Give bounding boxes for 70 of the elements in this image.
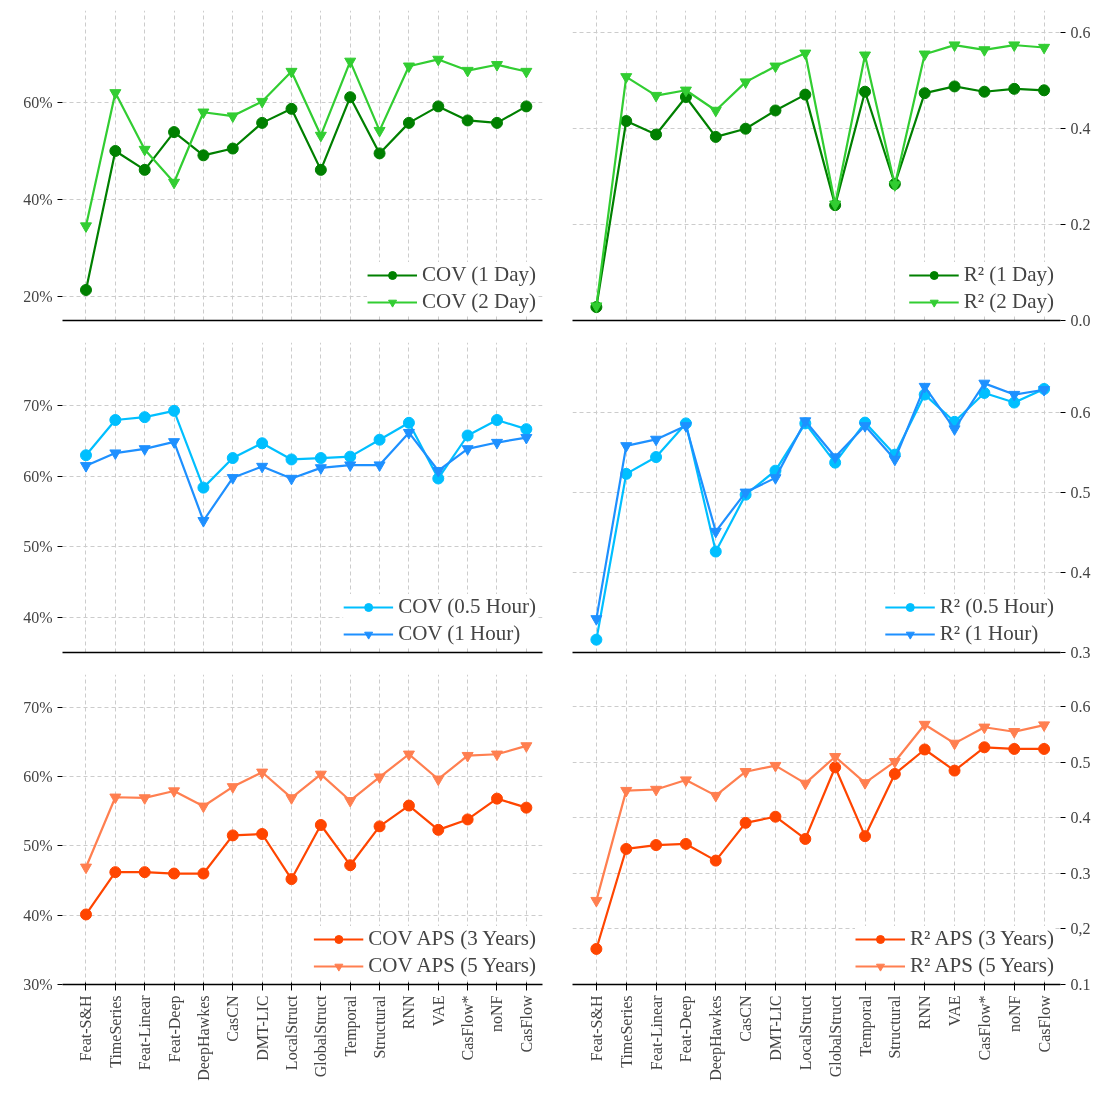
y-tick-label: 0.0 [1070, 312, 1091, 329]
x-tick-label: CasFlow [517, 995, 535, 1053]
legend-label: R² (1 Day) [963, 262, 1054, 287]
y-tick-label: 30% [23, 976, 53, 993]
x-tick-label: DeepHawkes [707, 995, 726, 1081]
legend-label: COV (2 Day) [422, 289, 536, 314]
x-tick-label: Feat-Linear [136, 994, 154, 1071]
x-tick-label: Temporal [341, 994, 360, 1057]
x-tick-label: noNF [488, 995, 506, 1032]
y-tick-label: 70% [23, 698, 53, 716]
y-tick-label: 0.4 [1070, 809, 1091, 827]
y-tick-label: 60% [23, 467, 53, 485]
y-tick-label: 0.5 [1070, 483, 1091, 501]
x-tick-label: VAE [946, 995, 964, 1027]
x-tick-label: Structural [371, 994, 389, 1059]
y-tick-label: 40% [23, 190, 53, 208]
y-tick-label: 60% [23, 767, 53, 785]
legend-label: COV (1 Hour) [398, 621, 521, 646]
x-tick-label: CasFlow* [459, 995, 477, 1061]
x-tick-label: LocalStruct [796, 994, 814, 1071]
y-tick-label: 40% [23, 608, 53, 626]
x-tick-label: CasFlow* [975, 995, 993, 1061]
x-tick-label: CasCN [737, 995, 755, 1042]
y-tick-label: 0.6 [1070, 23, 1091, 41]
x-tick-label: TimeSeries [106, 995, 124, 1068]
x-tick-label: RNN [400, 995, 418, 1030]
y-tick-label: 0.3 [1070, 864, 1091, 882]
x-tick-label: DeepHawkes [194, 995, 213, 1081]
legend-label: COV APS (3 Years) [368, 926, 536, 951]
y-tick-label: 0,2 [1070, 920, 1091, 938]
x-tick-label: LocalStruct [282, 994, 300, 1071]
x-tick-label: RNN [916, 995, 934, 1030]
x-tick-label: noNF [1005, 995, 1023, 1032]
y-tick-label: 0.4 [1070, 563, 1091, 581]
y-tick-label: 70% [23, 397, 53, 415]
x-tick-label: Feat-Deep [165, 995, 184, 1063]
x-tick-label: GlobalStruct [312, 994, 330, 1078]
x-tick-label: DMT-LIC [766, 995, 784, 1061]
x-tick-label: CasFlow [1035, 995, 1053, 1053]
x-tick-label: Feat-S&H [587, 995, 605, 1062]
legend-label: COV (0.5 Hour) [398, 594, 536, 619]
x-tick-label: VAE [429, 995, 447, 1027]
x-tick-label: TimeSeries [617, 995, 635, 1068]
y-tick-label: 50% [23, 538, 53, 556]
x-tick-label: Feat-Deep [677, 995, 696, 1063]
y-tick-label: 0.2 [1070, 215, 1091, 233]
x-tick-label: CasCN [224, 995, 242, 1042]
legend-label: COV APS (5 Years) [368, 953, 536, 978]
legend-label: R² (2 Day) [963, 289, 1054, 314]
legend-label: R² (1 Hour) [939, 621, 1039, 646]
y-tick-label: 20% [23, 287, 53, 305]
y-tick-label: 0.6 [1070, 698, 1091, 716]
y-tick-label: 50% [23, 837, 53, 855]
y-tick-label: 40% [23, 906, 53, 924]
y-tick-label: 0.1 [1070, 976, 1091, 993]
legend-label: COV (1 Day) [422, 262, 536, 287]
y-tick-label: 0.6 [1070, 403, 1091, 421]
legend-label: R² APS (5 Years) [910, 953, 1054, 978]
x-tick-label: Temporal [856, 994, 875, 1057]
x-tick-label: Structural [886, 994, 904, 1059]
x-tick-label: Feat-S&H [77, 995, 95, 1062]
y-tick-label: 0.3 [1070, 644, 1091, 661]
y-tick-label: 0.4 [1070, 119, 1091, 137]
legend-label: R² APS (3 Years) [910, 926, 1054, 951]
x-tick-label: DMT-LIC [253, 995, 271, 1061]
x-tick-label: GlobalStruct [826, 994, 844, 1078]
x-tick-label: Feat-Linear [647, 994, 665, 1071]
y-tick-label: 0.5 [1070, 753, 1091, 771]
legend-label: R² (0.5 Hour) [939, 594, 1054, 619]
y-tick-label: 60% [23, 94, 53, 112]
